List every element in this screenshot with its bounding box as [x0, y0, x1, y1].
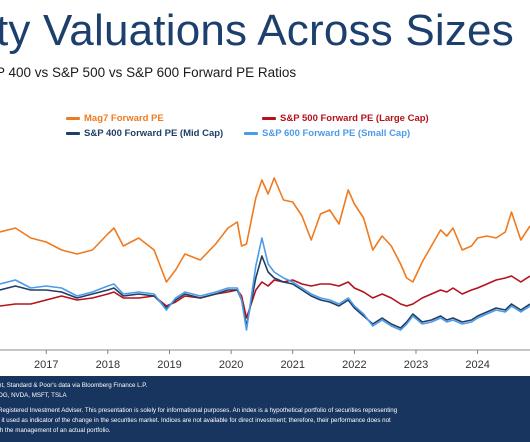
series-line-1: [0, 275, 530, 319]
x-tick-label-2020: 2020: [219, 359, 243, 371]
legend-swatch-sp600: [244, 132, 258, 135]
legend-item-sp500: S&P 500 Forward PE (Large Cap): [262, 113, 429, 124]
x-tick-label-2024: 2024: [465, 359, 489, 371]
x-tick-label-2019: 2019: [157, 359, 181, 371]
footer-source: nt, Standard & Poor's data via Bloomberg…: [0, 382, 148, 389]
legend-swatch-sp400: [66, 132, 80, 135]
series-line-0: [0, 177, 530, 283]
legend-item-sp400: S&P 400 Forward PE (Mid Cap): [66, 128, 223, 139]
footer-disclaimer-line-1: Registered Investment Adviser. This pres…: [0, 407, 398, 414]
footer-disclaimer-line-2: f it used as indicator of the change in …: [0, 417, 391, 424]
legend-label-sp400: S&P 400 Forward PE (Mid Cap): [84, 128, 224, 139]
legend-swatch-sp500: [262, 117, 276, 120]
footer-disclaimer-line-3: th the management of an actual portfolio…: [0, 427, 111, 434]
legend-label-mag7: Mag7 Forward PE: [84, 113, 164, 124]
legend-label-sp600: S&P 600 Forward PE (Small Cap): [262, 128, 411, 139]
chart-subtitle: P 400 vs S&P 500 vs S&P 600 Forward PE R…: [0, 65, 297, 80]
legend-label-sp500: S&P 500 Forward PE (Large Cap): [280, 113, 429, 124]
legend-item-mag7: Mag7 Forward PE: [66, 113, 164, 124]
legend-swatch-mag7: [66, 117, 80, 120]
line-chart: 2017 2018 2019 2020 2021 2022 2023 2024: [0, 177, 530, 371]
series-layer: [0, 177, 530, 331]
footer-disclaimer: nt, Standard & Poor's data via Bloomberg…: [0, 376, 530, 442]
x-tick-layer: 2017 2018 2019 2020 2021 2022 2023 2024: [34, 350, 490, 371]
legend-item-sp600: S&P 600 Forward PE (Small Cap): [244, 128, 410, 139]
x-tick-label-2017: 2017: [34, 359, 58, 371]
footer-tickers: OG, NVDA, MSFT, TSLA: [0, 392, 67, 399]
x-tick-label-2022: 2022: [342, 359, 366, 371]
x-tick-label-2021: 2021: [280, 359, 304, 371]
x-tick-label-2018: 2018: [96, 359, 120, 371]
series-line-3: [0, 237, 530, 331]
page-title: ity Valuations Across Sizes: [0, 6, 514, 55]
x-tick-label-2023: 2023: [404, 359, 428, 371]
series-line-2: [0, 255, 530, 329]
